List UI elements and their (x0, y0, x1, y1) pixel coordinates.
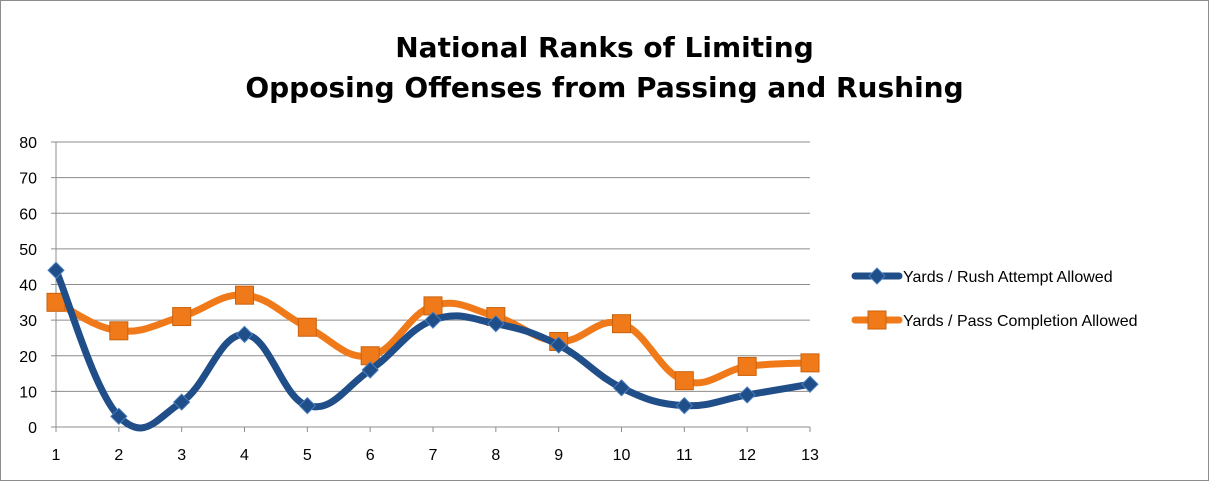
diamond-marker (47, 261, 65, 279)
y-axis-ticks: 0 10 20 30 40 50 60 70 80 (19, 135, 37, 437)
y-tick-label: 10 (19, 384, 37, 401)
x-tick-label: 11 (676, 447, 693, 464)
x-tick-label: 1 (52, 447, 61, 464)
y-tick-label: 80 (19, 135, 37, 152)
x-tick-label: 4 (240, 447, 249, 464)
diamond-marker (424, 311, 442, 329)
diamond-marker (361, 361, 379, 379)
x-tick-label: 8 (491, 447, 500, 464)
legend-label: Yards / Rush Attempt Allowed (903, 269, 1113, 286)
series-group (46, 261, 820, 432)
square-marker (737, 356, 757, 376)
diamond-marker (738, 386, 756, 404)
y-tick-label: 70 (19, 171, 37, 188)
legend-item: Yards / Pass Completion Allowed (851, 310, 1137, 330)
x-tick-label: 3 (177, 447, 186, 464)
x-tick-label: 9 (554, 447, 563, 464)
x-tick-label: 10 (613, 447, 631, 464)
square-marker (297, 317, 317, 337)
legend-item: Yards / Rush Attempt Allowed (851, 267, 1113, 286)
square-marker (612, 314, 631, 334)
square-marker (800, 353, 820, 373)
y-tick-label: 20 (19, 349, 37, 366)
series-rush-attempt (47, 261, 819, 432)
diamond-marker (235, 325, 254, 344)
diamond-marker (172, 393, 191, 411)
x-tick-label: 7 (429, 447, 438, 464)
series-pass-completion (46, 285, 820, 391)
y-tick-label: 60 (19, 206, 37, 223)
square-marker (172, 307, 192, 327)
diamond-marker (612, 379, 631, 397)
square-marker (109, 321, 129, 341)
chart-title: National Ranks of Limiting Opposing Offe… (0, 28, 1209, 108)
square-marker (235, 285, 254, 305)
x-tick-label: 2 (114, 447, 123, 464)
chart-title-line-1: National Ranks of Limiting (395, 31, 814, 64)
series-line (52, 266, 814, 432)
y-tick-label: 40 (19, 278, 37, 295)
legend: Yards / Rush Attempt Allowed Yards / Pass… (851, 267, 1137, 330)
x-axis-ticks: 1 2 3 4 5 6 7 8 9 10 11 12 13 (52, 427, 819, 464)
square-marker (674, 371, 694, 391)
y-tick-label: 0 (28, 420, 37, 437)
y-tick-label: 30 (19, 313, 37, 330)
legend-marker-icon (868, 267, 886, 285)
y-tick-label: 50 (19, 242, 37, 259)
diamond-marker (549, 336, 568, 354)
x-tick-label: 13 (801, 447, 819, 464)
x-tick-label: 5 (303, 447, 312, 464)
x-tick-label: 6 (366, 447, 375, 464)
diamond-marker (675, 396, 694, 415)
legend-marker-icon (867, 310, 887, 330)
diamond-marker (298, 396, 317, 415)
diamond-marker (110, 407, 128, 426)
legend-label: Yards / Pass Completion Allowed (903, 313, 1137, 330)
x-tick-label: 12 (738, 447, 756, 464)
chart-title-line-2: Opposing Offenses from Passing and Rushi… (245, 71, 964, 104)
diamond-marker (487, 314, 505, 333)
diamond-marker (801, 375, 819, 393)
